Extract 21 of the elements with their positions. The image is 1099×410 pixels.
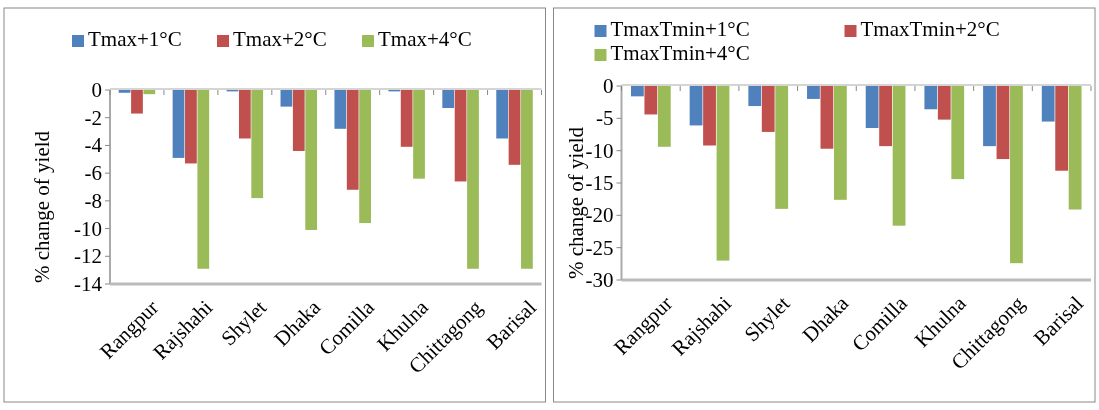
y-tick-label: 0	[603, 74, 614, 98]
legend-label: Tmax+4°C	[378, 27, 472, 51]
y-tick-label: -6	[84, 161, 102, 186]
y-axis-title: % change of yield	[30, 130, 54, 284]
legend-label: TmaxTmin+4°C	[610, 41, 750, 65]
y-tick-label: -12	[74, 244, 102, 269]
y-tick-label: -5	[596, 106, 614, 131]
y-tick-label: -4	[84, 133, 103, 158]
legend-label: TmaxTmin+2°C	[860, 17, 1000, 41]
y-tick-label: -10	[585, 138, 614, 163]
y-tick-label: -14	[74, 272, 103, 296]
y-tick-label: -8	[84, 188, 102, 213]
y-tick-label: -25	[585, 235, 614, 260]
legend-label: TmaxTmin+1°C	[610, 17, 750, 41]
legend-label: Tmax+1°C	[88, 27, 182, 51]
y-tick-label: 0	[91, 78, 102, 102]
y-tick-label: -30	[585, 268, 614, 292]
y-tick-label: -2	[84, 105, 102, 130]
y-tick-label: -10	[74, 216, 102, 241]
y-tick-label: -15	[585, 171, 614, 195]
legend-label: Tmax+2°C	[233, 27, 327, 51]
